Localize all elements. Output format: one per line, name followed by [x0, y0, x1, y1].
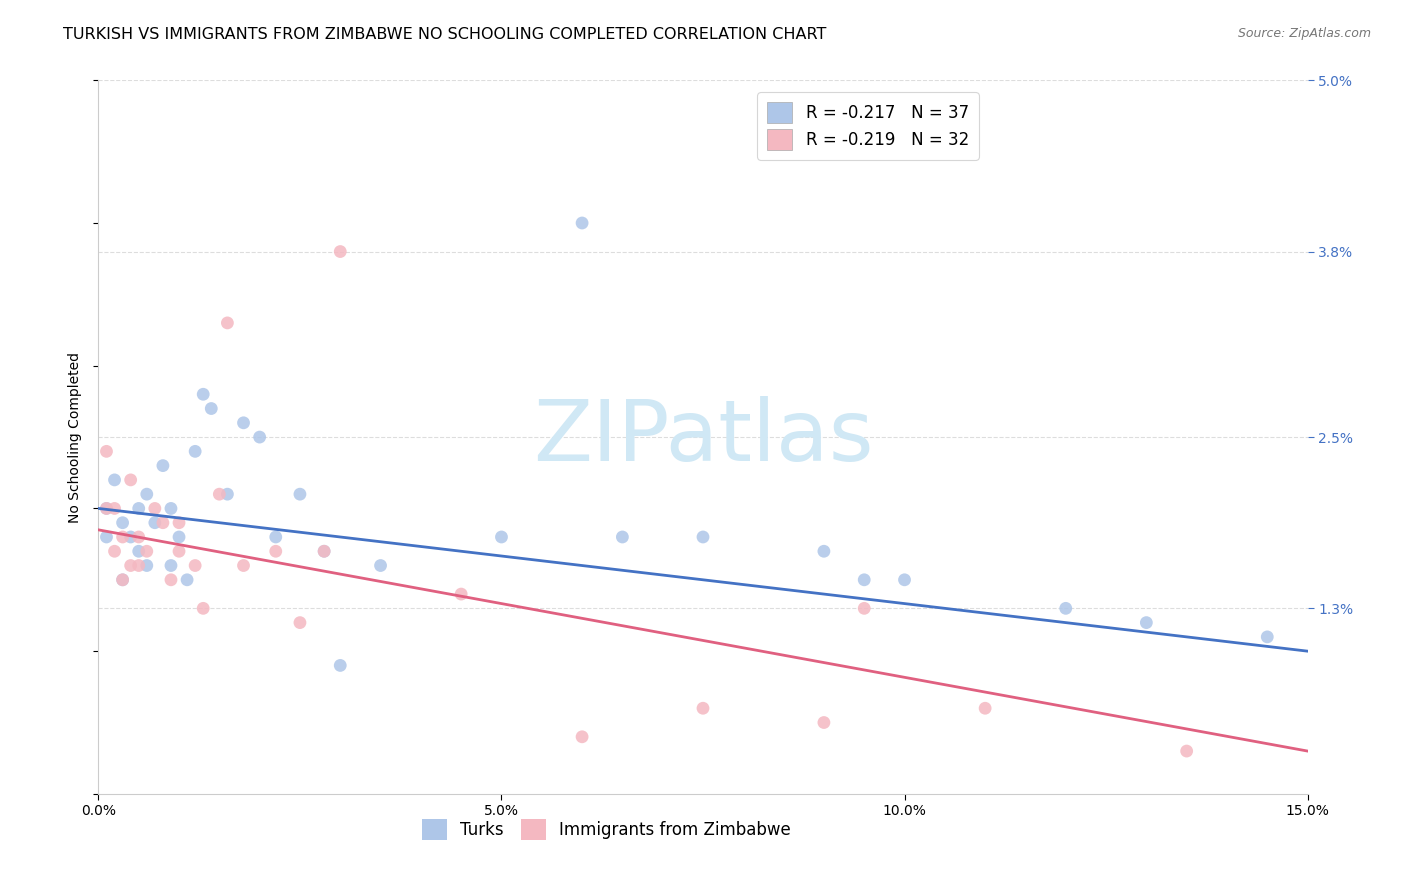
Point — [853, 573, 876, 587]
Point — [160, 501, 183, 516]
Point — [974, 701, 997, 715]
Point — [184, 558, 207, 573]
Point — [135, 544, 157, 558]
Point — [692, 701, 714, 715]
Point — [160, 573, 183, 587]
Point — [314, 544, 336, 558]
Point — [135, 487, 157, 501]
Text: Source: ZipAtlas.com: Source: ZipAtlas.com — [1237, 27, 1371, 40]
Point — [128, 558, 150, 573]
Point — [1175, 744, 1198, 758]
Point — [217, 487, 239, 501]
Point — [103, 473, 125, 487]
Point — [160, 558, 183, 573]
Point — [167, 516, 190, 530]
Point — [893, 573, 915, 587]
Point — [208, 487, 231, 501]
Point — [264, 544, 287, 558]
Point — [314, 544, 336, 558]
Point — [103, 544, 125, 558]
Point — [152, 516, 174, 530]
Point — [1135, 615, 1157, 630]
Point — [813, 715, 835, 730]
Point — [184, 444, 207, 458]
Point — [167, 544, 190, 558]
Point — [288, 615, 311, 630]
Point — [111, 530, 134, 544]
Point — [853, 601, 876, 615]
Y-axis label: No Schooling Completed: No Schooling Completed — [69, 351, 83, 523]
Point — [1256, 630, 1278, 644]
Point — [200, 401, 222, 416]
Point — [176, 573, 198, 587]
Point — [111, 573, 134, 587]
Point — [143, 516, 166, 530]
Point — [1054, 601, 1077, 615]
Point — [450, 587, 472, 601]
Point — [152, 458, 174, 473]
Point — [217, 316, 239, 330]
Point — [264, 530, 287, 544]
Point — [96, 501, 118, 516]
Legend: Turks, Immigrants from Zimbabwe: Turks, Immigrants from Zimbabwe — [415, 813, 797, 847]
Point — [120, 473, 142, 487]
Point — [249, 430, 271, 444]
Point — [128, 501, 150, 516]
Point — [193, 601, 215, 615]
Point — [96, 530, 118, 544]
Point — [128, 544, 150, 558]
Point — [232, 416, 254, 430]
Point — [193, 387, 215, 401]
Point — [96, 444, 118, 458]
Point — [167, 530, 190, 544]
Point — [491, 530, 513, 544]
Point — [232, 558, 254, 573]
Text: ZIPatlas: ZIPatlas — [533, 395, 873, 479]
Point — [96, 501, 118, 516]
Point — [120, 530, 142, 544]
Point — [128, 530, 150, 544]
Point — [813, 544, 835, 558]
Point — [329, 244, 352, 259]
Point — [120, 558, 142, 573]
Point — [571, 216, 593, 230]
Point — [111, 516, 134, 530]
Point — [692, 530, 714, 544]
Point — [111, 573, 134, 587]
Point — [143, 501, 166, 516]
Point — [612, 530, 634, 544]
Point — [329, 658, 352, 673]
Point — [135, 558, 157, 573]
Point — [571, 730, 593, 744]
Point — [103, 501, 125, 516]
Point — [288, 487, 311, 501]
Text: TURKISH VS IMMIGRANTS FROM ZIMBABWE NO SCHOOLING COMPLETED CORRELATION CHART: TURKISH VS IMMIGRANTS FROM ZIMBABWE NO S… — [63, 27, 827, 42]
Point — [370, 558, 392, 573]
